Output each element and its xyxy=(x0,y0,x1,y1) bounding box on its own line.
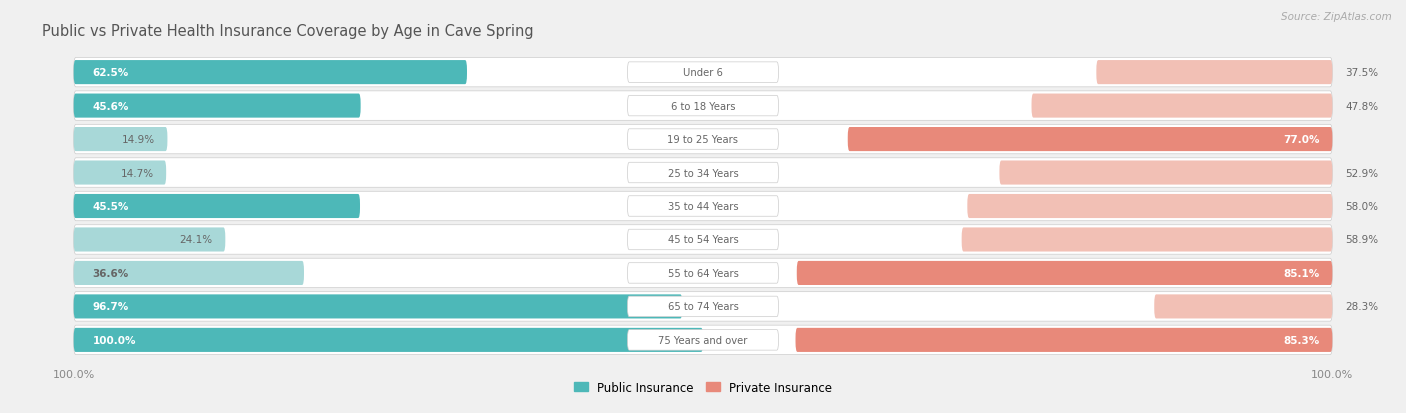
Text: 14.9%: 14.9% xyxy=(122,135,155,145)
FancyBboxPatch shape xyxy=(1032,94,1333,119)
FancyBboxPatch shape xyxy=(1000,161,1333,185)
FancyBboxPatch shape xyxy=(73,225,1333,254)
Text: 45.5%: 45.5% xyxy=(93,202,129,211)
FancyBboxPatch shape xyxy=(73,159,1333,188)
FancyBboxPatch shape xyxy=(73,192,1333,221)
FancyBboxPatch shape xyxy=(797,261,1333,285)
Text: 24.1%: 24.1% xyxy=(180,235,212,245)
Text: 36.6%: 36.6% xyxy=(93,268,129,278)
Text: 75 Years and over: 75 Years and over xyxy=(658,335,748,345)
FancyBboxPatch shape xyxy=(848,128,1333,152)
Text: Public vs Private Health Insurance Coverage by Age in Cave Spring: Public vs Private Health Insurance Cover… xyxy=(42,24,534,39)
FancyBboxPatch shape xyxy=(627,163,779,183)
FancyBboxPatch shape xyxy=(627,330,779,350)
FancyBboxPatch shape xyxy=(1097,61,1333,85)
Text: 14.7%: 14.7% xyxy=(121,168,153,178)
Text: 85.1%: 85.1% xyxy=(1284,268,1320,278)
FancyBboxPatch shape xyxy=(73,292,1333,321)
Text: 47.8%: 47.8% xyxy=(1346,101,1378,112)
Text: 85.3%: 85.3% xyxy=(1284,335,1320,345)
FancyBboxPatch shape xyxy=(73,261,304,285)
Text: Under 6: Under 6 xyxy=(683,68,723,78)
Text: 28.3%: 28.3% xyxy=(1346,301,1378,312)
FancyBboxPatch shape xyxy=(967,195,1333,218)
Text: 77.0%: 77.0% xyxy=(1284,135,1320,145)
FancyBboxPatch shape xyxy=(73,259,1333,288)
Text: 45 to 54 Years: 45 to 54 Years xyxy=(668,235,738,245)
FancyBboxPatch shape xyxy=(73,94,360,119)
FancyBboxPatch shape xyxy=(627,63,779,83)
Text: 35 to 44 Years: 35 to 44 Years xyxy=(668,202,738,211)
FancyBboxPatch shape xyxy=(73,58,1333,88)
FancyBboxPatch shape xyxy=(73,92,1333,121)
Text: 6 to 18 Years: 6 to 18 Years xyxy=(671,101,735,112)
Text: 45.6%: 45.6% xyxy=(93,101,129,112)
Text: 52.9%: 52.9% xyxy=(1346,168,1378,178)
FancyBboxPatch shape xyxy=(73,325,1333,355)
FancyBboxPatch shape xyxy=(73,294,682,319)
FancyBboxPatch shape xyxy=(627,96,779,116)
Text: 62.5%: 62.5% xyxy=(93,68,129,78)
Text: 37.5%: 37.5% xyxy=(1346,68,1378,78)
FancyBboxPatch shape xyxy=(627,263,779,283)
Text: 19 to 25 Years: 19 to 25 Years xyxy=(668,135,738,145)
FancyBboxPatch shape xyxy=(73,128,167,152)
Text: 55 to 64 Years: 55 to 64 Years xyxy=(668,268,738,278)
Text: 65 to 74 Years: 65 to 74 Years xyxy=(668,301,738,312)
Text: Source: ZipAtlas.com: Source: ZipAtlas.com xyxy=(1281,12,1392,22)
FancyBboxPatch shape xyxy=(73,228,225,252)
FancyBboxPatch shape xyxy=(1154,294,1333,319)
FancyBboxPatch shape xyxy=(796,328,1333,352)
FancyBboxPatch shape xyxy=(627,130,779,150)
Text: 100.0%: 100.0% xyxy=(93,335,136,345)
Legend: Public Insurance, Private Insurance: Public Insurance, Private Insurance xyxy=(569,376,837,399)
FancyBboxPatch shape xyxy=(73,161,166,185)
FancyBboxPatch shape xyxy=(73,61,467,85)
Text: 25 to 34 Years: 25 to 34 Years xyxy=(668,168,738,178)
FancyBboxPatch shape xyxy=(627,196,779,217)
FancyBboxPatch shape xyxy=(627,297,779,317)
FancyBboxPatch shape xyxy=(962,228,1333,252)
Text: 58.0%: 58.0% xyxy=(1346,202,1378,211)
Text: 96.7%: 96.7% xyxy=(93,301,129,312)
FancyBboxPatch shape xyxy=(73,195,360,218)
FancyBboxPatch shape xyxy=(73,328,703,352)
Text: 58.9%: 58.9% xyxy=(1346,235,1378,245)
FancyBboxPatch shape xyxy=(627,230,779,250)
FancyBboxPatch shape xyxy=(73,125,1333,154)
